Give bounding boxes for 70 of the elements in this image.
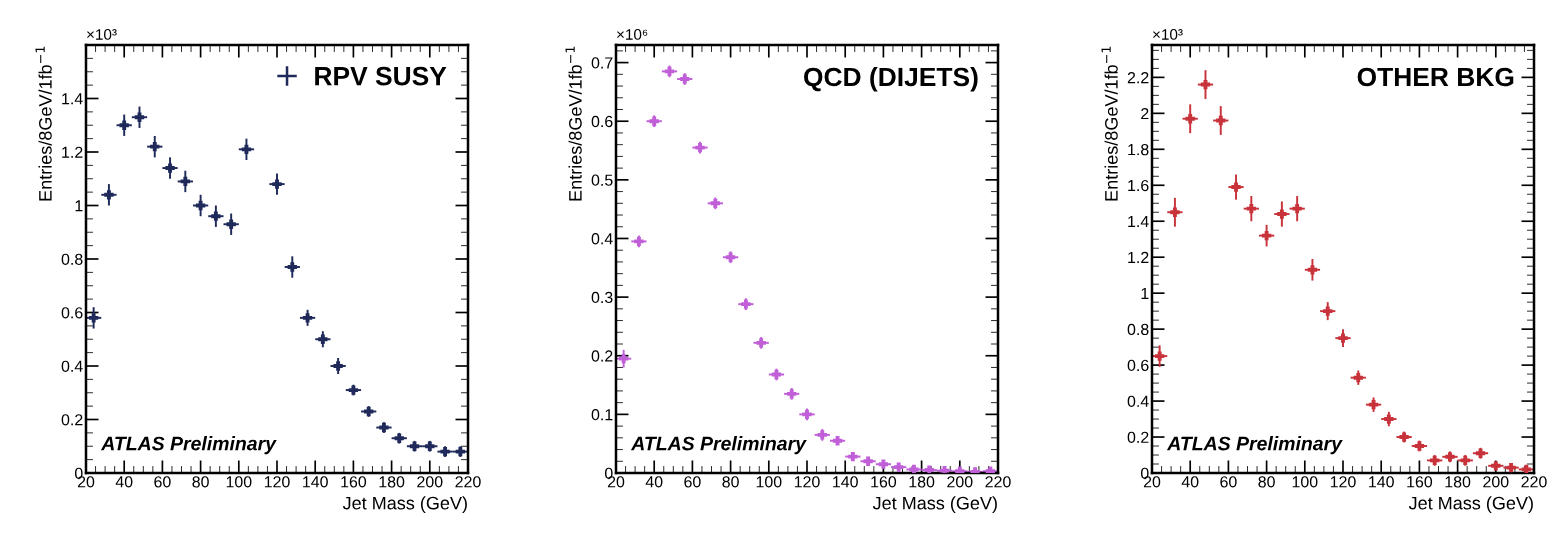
legend-label: RPV SUSY <box>315 66 447 86</box>
text: OTHER BKG <box>1357 67 1514 87</box>
annotation: ATLAS Preliminary <box>100 436 277 455</box>
y-tick-label: 0.2 <box>61 414 83 426</box>
y-tick-label: 0.2 <box>591 350 613 362</box>
x-tick-label: 140 <box>833 476 858 488</box>
y-tick-label: 1 <box>1141 287 1149 299</box>
y-tick-label: 2.2 <box>1127 72 1149 84</box>
x-tick-label: 180 <box>379 476 405 488</box>
annotation: ATLAS Preliminary <box>1166 436 1343 455</box>
y-tick-label: 2 <box>1141 107 1149 120</box>
y-tick-label: 0.7 <box>591 57 613 69</box>
y-tick-label: 0.6 <box>61 307 83 319</box>
annotation: ATLAS Preliminary <box>630 436 807 455</box>
x-tick-label: 40 <box>115 476 133 488</box>
x-tick-label: 120 <box>264 476 290 488</box>
y-tick-label: 0.4 <box>591 233 613 245</box>
x-tick-label: 200 <box>947 476 973 488</box>
y-tick-label: 0.3 <box>591 291 613 304</box>
y-tick-label: 1.8 <box>1128 143 1149 156</box>
x-tick-label: 100 <box>1292 476 1318 488</box>
x-tick-label: 120 <box>794 476 820 488</box>
y-tick-label: 0.4 <box>61 360 83 372</box>
text: ×10³ <box>87 29 117 40</box>
x-tick-label: 160 <box>871 476 897 488</box>
y-tick-label: 1.4 <box>1128 216 1149 228</box>
text: QCD (DIJETS) <box>804 66 978 92</box>
text: ×10⁶ <box>617 29 648 40</box>
x-axis-title: Jet Mass (GeV) <box>1408 496 1533 514</box>
x-tick-label: 100 <box>756 476 782 488</box>
x-axis-title: Jet Mass (GeV) <box>872 496 997 514</box>
y-tick-label: 0.5 <box>591 174 613 186</box>
x-tick-label: 40 <box>1181 476 1199 488</box>
text: ×10³ <box>1153 29 1183 40</box>
x-tick-label: 40 <box>645 476 663 488</box>
y-tick-label: 1 <box>75 200 83 212</box>
y-tick-label: 0.2 <box>1127 431 1149 443</box>
x-tick-label: 180 <box>1445 476 1471 488</box>
y-axis-title: Entries/8GeV/1fb$^{−1}$ <box>35 46 52 201</box>
y-tick-label: 1.6 <box>1128 179 1149 192</box>
y-tick-label: 0.1 <box>591 409 613 421</box>
x-tick-label: 220 <box>1521 476 1547 488</box>
x-axis-title: Jet Mass (GeV) <box>342 496 467 514</box>
y-axis-title: Entries/8GeV/1fb$^{−1}$ <box>565 46 582 201</box>
x-tick-label: 200 <box>1483 476 1509 488</box>
x-tick-label: 200 <box>417 476 443 488</box>
y-tick-label: 0.6 <box>591 115 613 128</box>
x-tick-label: 180 <box>909 476 935 488</box>
x-tick-label: 160 <box>1407 476 1433 488</box>
y-tick-label: 0.8 <box>1127 323 1149 336</box>
y-axis-title: Entries/8GeV/1fb$^{−1}$ <box>1101 46 1118 201</box>
x-tick-label: 220 <box>455 476 481 488</box>
x-tick-label: 120 <box>1330 476 1356 488</box>
x-tick-label: 140 <box>1369 476 1394 488</box>
y-tick-label: 1.4 <box>62 93 83 105</box>
y-tick-label: 0.4 <box>1127 395 1149 408</box>
x-tick-label: 220 <box>985 476 1011 488</box>
y-tick-label: 0.8 <box>61 253 83 265</box>
x-tick-label: 60 <box>154 476 171 488</box>
x-tick-label: 100 <box>226 476 252 488</box>
x-tick-label: 140 <box>303 476 328 488</box>
y-tick-label: 0.6 <box>1127 359 1149 372</box>
x-tick-label: 160 <box>341 476 367 488</box>
y-tick-label: 1.2 <box>1128 251 1149 263</box>
y-tick-label: 1.2 <box>62 146 83 158</box>
x-tick-label: 80 <box>722 476 739 488</box>
x-tick-label: 60 <box>1220 476 1237 488</box>
x-tick-label: 60 <box>684 476 701 488</box>
x-tick-label: 80 <box>1258 476 1275 488</box>
x-tick-label: 80 <box>192 476 209 488</box>
